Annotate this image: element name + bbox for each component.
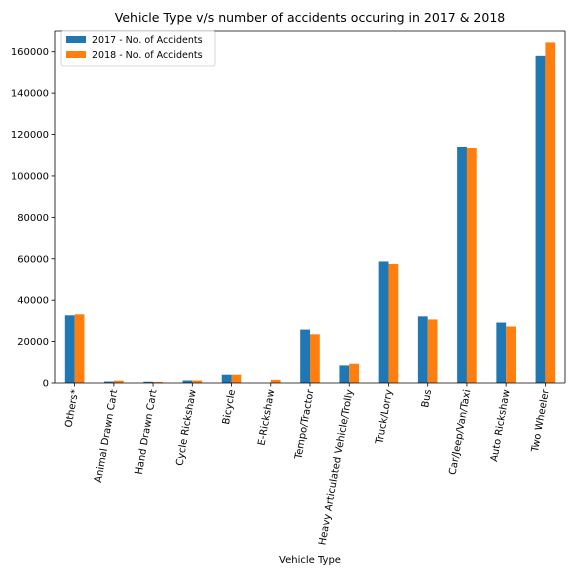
y-tick-label: 40000: [17, 296, 49, 307]
bar-2-6: [310, 334, 320, 383]
x-axis-label: Vehicle Type: [279, 555, 341, 566]
bar-2-9: [427, 319, 438, 383]
y-tick-label: 160000: [11, 47, 49, 58]
x-tick-label: Two Wheeler: [530, 388, 552, 454]
bar-1-2: [143, 381, 154, 383]
bar-2-10: [466, 147, 477, 383]
bar-1-12: [535, 55, 546, 383]
bar-1-3: [182, 380, 193, 383]
bar-1-10: [457, 146, 467, 383]
legend-swatch-2: [66, 51, 86, 58]
y-tick-label: 100000: [11, 171, 49, 182]
y-tick-label: 60000: [17, 254, 49, 265]
x-tick-label: Hand Drawn Cart: [134, 389, 160, 476]
bar-1-1: [104, 381, 114, 383]
bar-1-7: [339, 365, 350, 383]
bar-1-4: [221, 374, 232, 383]
bar-2-3: [192, 380, 203, 383]
bar-2-1: [113, 380, 124, 383]
chart-title: Vehicle Type v/s number of accidents occ…: [115, 10, 506, 25]
y-tick-label: 120000: [11, 130, 49, 141]
y-tick-label: 140000: [11, 89, 49, 100]
bar-2-11: [506, 326, 516, 383]
x-tick-label: Others*: [64, 389, 82, 429]
x-tick-label: Truck/Lorry: [374, 389, 395, 446]
x-tick-label: Car/Jeep/Van/Taxi: [447, 389, 473, 476]
bar-2-12: [545, 42, 556, 383]
x-tick-label: E-Rickshaw: [257, 389, 278, 447]
legend-label-1: 2017 - No. of Accidents: [92, 35, 203, 46]
legend-swatch-1: [66, 36, 86, 43]
y-tick-label: 0: [43, 379, 49, 390]
legend-label-2: 2018 - No. of Accidents: [92, 50, 203, 61]
bar-2-7: [349, 363, 360, 383]
bar-2-5: [270, 379, 281, 383]
x-tick-label: Bus: [420, 389, 434, 409]
x-tick-label: Cycle Rickshaw: [174, 389, 198, 467]
x-tick-label: Bicycle: [221, 389, 238, 426]
x-tick-label: Heavy Articulated Vehicle/Trolly: [317, 389, 355, 547]
bar-1-9: [417, 316, 428, 383]
x-tick-label: Auto Rickshaw: [489, 389, 513, 463]
y-tick-label: 20000: [17, 337, 49, 348]
y-tick-label: 80000: [17, 213, 49, 224]
bar-2-2: [153, 381, 163, 383]
bar-2-4: [231, 374, 242, 383]
bar-1-0: [64, 315, 75, 383]
bar-2-8: [388, 263, 399, 383]
bar-1-8: [378, 261, 389, 383]
plot-area: 0 20000 40000 60000 80000 100000 120000 140000 1…: [11, 30, 566, 547]
x-tick-label: Animal Drawn Cart: [93, 389, 120, 484]
bar-1-6: [300, 329, 310, 383]
legend-box: [60, 30, 216, 67]
legend: 2017 - No. of Accidents 2018 - No. of Acc…: [60, 30, 216, 67]
bar-2-0: [74, 314, 85, 383]
x-tick-label: Tempo/Tractor: [293, 388, 316, 461]
bar-1-11: [496, 322, 507, 383]
